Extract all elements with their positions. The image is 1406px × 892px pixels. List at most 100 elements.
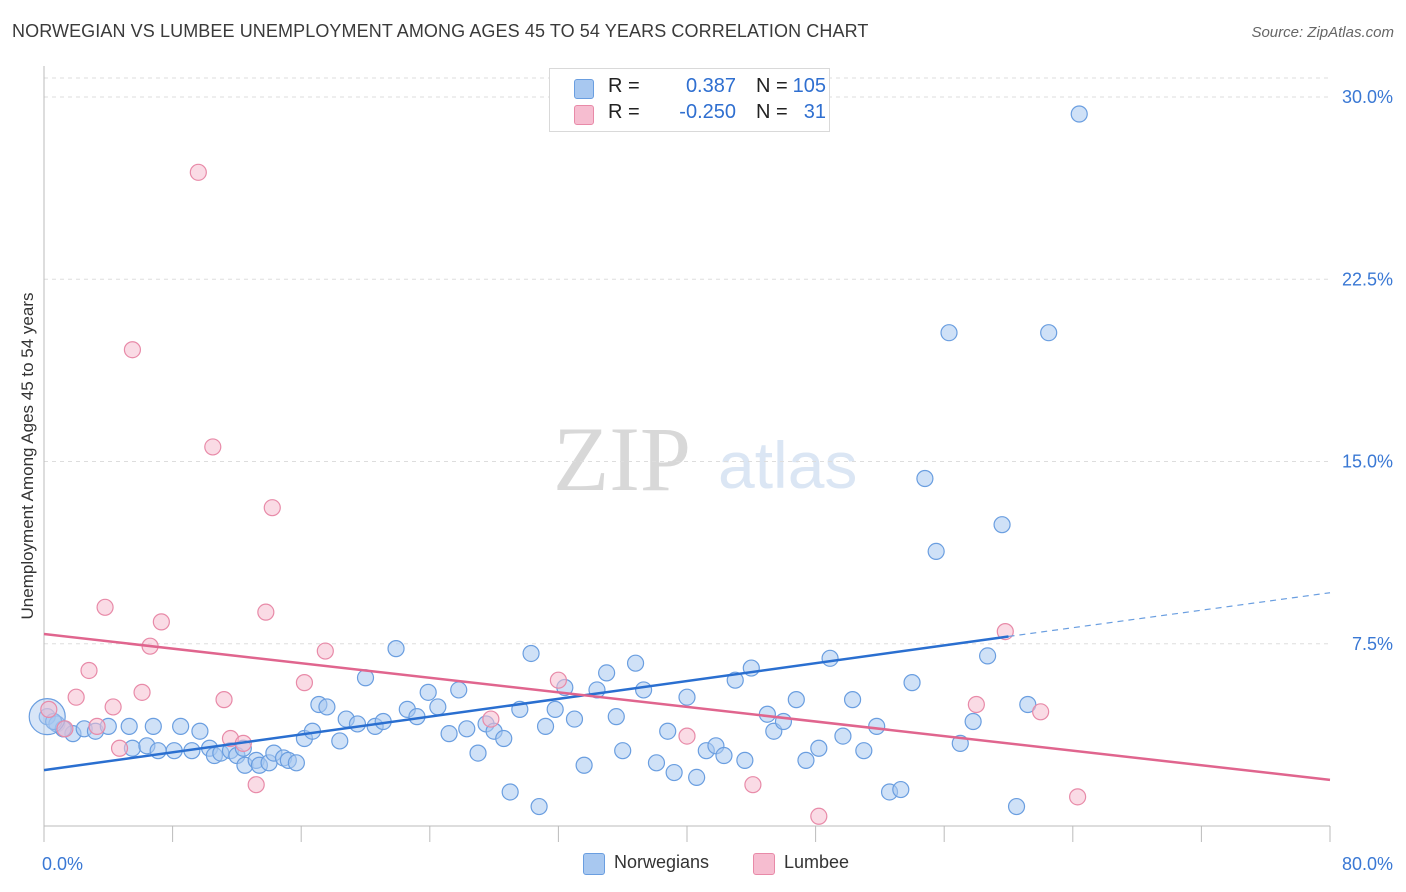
norwegians-point-71	[688, 768, 706, 787]
gridlines	[44, 77, 1330, 645]
norwegians-point-74	[715, 746, 733, 765]
y-tick-label-1: 15.0%	[1342, 452, 1393, 472]
norwegians-point-101	[1040, 324, 1058, 342]
series-norwegians	[28, 105, 1088, 816]
stats-legend: R = 0.387 N = 105 R = -0.250 N = 31	[549, 68, 830, 132]
n-value: 31	[803, 101, 826, 123]
norwegians-point-70	[678, 688, 696, 706]
lumbee-point-2	[67, 688, 85, 706]
lumbee-point-25	[744, 776, 762, 794]
norwegians-point-33	[318, 698, 336, 716]
norwegians-point-46	[450, 681, 468, 699]
norwegians-point-68	[659, 722, 677, 740]
watermark-zip: ZIP	[553, 408, 691, 510]
norwegians-trend-line	[43, 635, 1009, 772]
norwegians-point-80	[774, 712, 793, 731]
norwegians-point-51	[495, 729, 513, 748]
lumbee-point-29	[1032, 703, 1050, 721]
lumbee-point-6	[104, 698, 122, 716]
norwegians-point-34	[331, 732, 349, 750]
lumbee-point-4	[88, 717, 106, 735]
lumbee-point-27	[967, 695, 985, 714]
r-label: R =	[608, 101, 640, 123]
norwegians-point-10	[144, 717, 162, 735]
norwegians-point-40	[387, 640, 405, 658]
lumbee-point-21	[316, 642, 334, 660]
norwegians-point-57	[546, 700, 564, 718]
y-tick-label-0: 7.5%	[1352, 634, 1393, 654]
lumbee-point-18	[257, 603, 275, 621]
norwegians-point-36	[348, 715, 367, 733]
n-value: 105	[792, 75, 826, 97]
norwegians-point-43	[419, 683, 437, 701]
n-label: N =	[756, 75, 788, 97]
lumbee-point-19	[263, 499, 281, 517]
lumbee-point-0	[40, 700, 58, 718]
norwegians-point-86	[843, 691, 862, 709]
norwegians-point-69	[665, 763, 683, 782]
source-credit: Source: ZipAtlas.com	[1251, 24, 1394, 41]
r-label: R =	[608, 75, 640, 97]
lumbee-swatch	[753, 853, 775, 875]
lumbee-point-26	[810, 807, 828, 825]
norwegians-point-94	[940, 324, 958, 342]
norwegians-point-48	[469, 744, 487, 762]
norwegians-point-88	[868, 717, 886, 735]
norwegians-point-99	[1007, 797, 1026, 816]
norwegians-point-66	[634, 681, 653, 699]
lumbee-point-13	[204, 438, 222, 456]
norwegians-point-13	[172, 717, 190, 735]
norwegians-point-85	[834, 727, 852, 745]
x-tick-label-min: 0.0%	[42, 854, 83, 874]
lumbee-point-11	[152, 613, 170, 631]
norwegians-point-60	[575, 756, 593, 774]
norwegians-swatch	[574, 79, 594, 99]
norwegians-swatch	[583, 853, 605, 875]
norwegians-point-67	[647, 754, 666, 772]
norwegians-point-90	[892, 780, 910, 799]
norwegians-point-65	[626, 654, 645, 672]
norwegians-trend-extension	[1008, 592, 1331, 638]
lumbee-point-20	[295, 674, 314, 692]
lumbee-point-24	[678, 727, 696, 745]
norwegians-point-96	[964, 712, 982, 731]
tick-labels: 7.5% 15.0% 22.5% 30.0% 0.0% 80.0%	[42, 87, 1393, 874]
norwegians-point-7	[120, 717, 138, 735]
lumbee-point-8	[123, 341, 142, 359]
y-tick-label-2: 22.5%	[1342, 269, 1393, 289]
lumbee-point-1	[56, 720, 74, 738]
lumbee-point-5	[96, 598, 114, 616]
lumbee-point-17	[247, 776, 265, 794]
norwegians-point-76	[736, 751, 754, 769]
norwegians-point-62	[598, 664, 616, 682]
chart-title: NORWEGIAN VS LUMBEE UNEMPLOYMENT AMONG A…	[12, 21, 869, 41]
lumbee-swatch	[574, 105, 594, 125]
lumbee-point-28	[996, 622, 1014, 641]
norwegians-point-47	[458, 720, 476, 738]
norwegians-point-55	[530, 797, 548, 816]
norwegians-point-82	[797, 751, 815, 769]
lumbee-point-3	[80, 661, 98, 680]
lumbee-point-14	[215, 691, 233, 709]
norwegians-point-52	[501, 783, 519, 801]
norwegians-point-54	[522, 644, 540, 663]
lumbee-point-22	[482, 710, 500, 728]
lumbee-trend-line	[43, 632, 1331, 782]
x-tick-label-max: 80.0%	[1342, 854, 1393, 874]
n-label: N =	[756, 101, 788, 123]
lumbee-point-7	[110, 739, 129, 757]
norwegians-point-29	[287, 754, 305, 772]
norwegians-point-56	[536, 717, 555, 735]
norwegians-point-93	[927, 542, 945, 561]
r-value: -0.250	[679, 101, 736, 123]
watermark-atlas: atlas	[718, 428, 857, 502]
y-tick-label-3: 30.0%	[1342, 87, 1393, 107]
norwegians-point-59	[565, 710, 584, 728]
norwegians-point-100	[1019, 695, 1037, 714]
legend-label: Norwegians	[614, 852, 710, 872]
norwegians-point-75	[726, 671, 744, 689]
lumbee-point-30	[1069, 788, 1087, 806]
norwegians-point-91	[903, 674, 921, 692]
norwegians-point-45	[440, 725, 458, 743]
